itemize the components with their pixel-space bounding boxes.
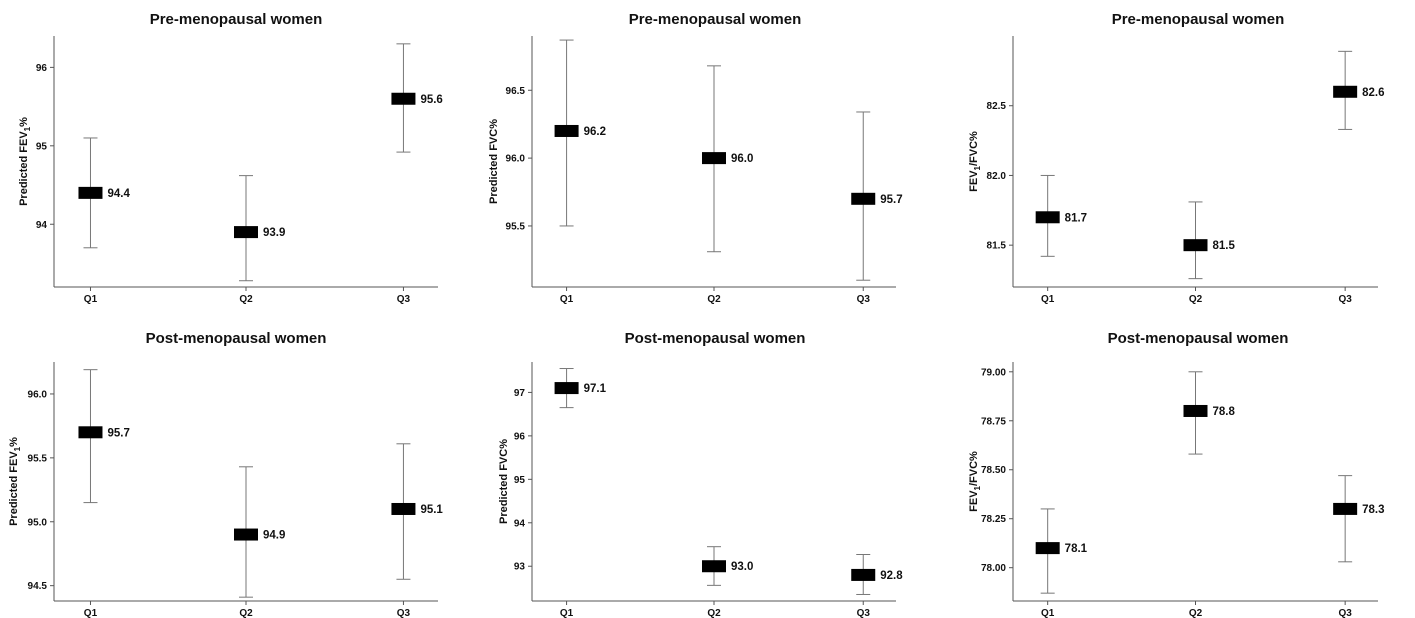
y-axis-label: FEV1/FVC% (968, 131, 982, 192)
y-tick-label: 96 (514, 431, 526, 442)
y-tick-label: 82.0 (987, 171, 1007, 182)
data-label: 95.7 (880, 194, 902, 206)
x-tick-label: Q1 (560, 608, 574, 618)
data-label: 92.8 (880, 570, 903, 582)
chart-panel-2: Pre-menopausal women 95.5 96.0 96.5 Predicte… (488, 11, 903, 305)
y-axis-label: Predicted FEV1% (8, 437, 22, 526)
x-tick-label: Q1 (1041, 608, 1055, 618)
y-tick-label: 96 (36, 63, 48, 74)
point-marker (234, 226, 258, 239)
point-marker (1183, 239, 1208, 252)
y-tick-label: 81.5 (987, 241, 1007, 252)
point-marker (78, 426, 103, 439)
y-tick-label: 94 (36, 220, 48, 231)
y-tick-label: 78.00 (981, 563, 1006, 574)
point-marker (391, 502, 416, 515)
y-axis-label: Predicted FVC% (498, 439, 510, 524)
x-tick-label: Q1 (560, 294, 574, 305)
y-tick-label: 78.25 (981, 514, 1006, 525)
chart-panel-4: Post-menopausal women 94.5 95.0 95.5 96.0 Pre… (8, 330, 443, 618)
point-marker (234, 528, 258, 541)
data-label: 96.0 (731, 153, 753, 165)
y-tick-label: 95 (514, 475, 526, 486)
data-label: 78.3 (1362, 504, 1384, 516)
point-marker (554, 382, 579, 395)
chart-title: Pre-menopausal women (629, 11, 802, 28)
x-tick-label: Q1 (84, 608, 98, 618)
y-tick-label: 95.0 (28, 517, 48, 528)
data-label: 95.7 (107, 427, 129, 439)
x-tick-label: Q2 (239, 294, 253, 305)
point-marker (1333, 502, 1358, 515)
y-tick-label: 82.5 (987, 101, 1007, 112)
x-tick-label: Q2 (1189, 294, 1203, 305)
point-marker (1183, 404, 1208, 417)
data-label: 96.2 (584, 126, 606, 138)
y-axis-label: FEV1/FVC% (968, 451, 982, 512)
data-label: 81.5 (1213, 240, 1236, 252)
x-tick-label: Q2 (707, 608, 721, 618)
y-tick-label: 94.5 (28, 581, 48, 592)
y-tick-label: 94 (514, 518, 526, 529)
data-label: 94.9 (263, 530, 285, 542)
chart-panel-1: Pre-menopausal women 94 95 96 Predicted FEV1… (18, 11, 443, 305)
y-tick-label: 97 (514, 388, 526, 399)
data-label: 93.0 (731, 561, 753, 573)
y-axis-label: Predicted FVC% (488, 119, 500, 204)
point-marker (851, 192, 876, 205)
x-tick-label: Q3 (397, 294, 411, 305)
data-label: 94.4 (107, 188, 130, 200)
y-tick-label: 95 (36, 141, 48, 152)
y-tick-label: 78.50 (981, 465, 1006, 476)
chart-panel-5: Post-menopausal women 93 94 95 96 97 Predicted… (498, 330, 903, 618)
point-marker (78, 186, 103, 199)
data-label: 81.7 (1065, 212, 1087, 224)
x-tick-label: Q3 (857, 294, 871, 305)
x-tick-label: Q2 (707, 294, 721, 305)
point-marker (702, 152, 726, 165)
chart-title: Post-menopausal women (146, 330, 327, 347)
chart-title: Pre-menopausal women (150, 11, 323, 28)
x-tick-label: Q2 (239, 608, 253, 618)
chart-panel-6: Post-menopausal women 78.00 78.25 78.50 78.7… (968, 330, 1385, 618)
x-tick-label: Q3 (1338, 294, 1352, 305)
y-tick-label: 93 (514, 562, 526, 573)
y-tick-label: 96.5 (506, 86, 526, 97)
data-label: 82.6 (1362, 87, 1384, 99)
data-label: 95.1 (420, 504, 443, 516)
point-marker (702, 560, 726, 573)
chart-title: Pre-menopausal women (1112, 11, 1285, 28)
x-tick-label: Q3 (397, 608, 411, 618)
y-tick-label: 95.5 (28, 453, 48, 464)
data-label: 78.8 (1213, 406, 1236, 418)
chart-title: Post-menopausal women (1108, 330, 1289, 347)
data-label: 97.1 (584, 383, 607, 395)
x-tick-label: Q1 (84, 294, 98, 305)
data-label: 78.1 (1065, 543, 1088, 555)
point-marker (851, 568, 876, 581)
x-tick-label: Q3 (857, 608, 871, 618)
x-tick-label: Q1 (1041, 294, 1055, 305)
point-marker (554, 124, 579, 137)
data-label: 93.9 (263, 227, 285, 239)
y-tick-label: 79.00 (981, 367, 1006, 378)
point-marker (1333, 85, 1358, 98)
x-tick-label: Q2 (1189, 608, 1203, 618)
y-tick-label: 96.0 (506, 154, 526, 165)
y-tick-label: 96.0 (28, 389, 48, 400)
y-axis-label: Predicted FEV1% (18, 117, 32, 206)
point-marker (391, 92, 416, 105)
point-marker (1035, 542, 1060, 555)
y-tick-label: 78.75 (981, 416, 1006, 427)
chart-title: Post-menopausal women (625, 330, 806, 347)
data-label: 95.6 (420, 94, 442, 106)
point-marker (1035, 211, 1060, 224)
y-tick-label: 95.5 (506, 221, 526, 232)
chart-panel-3: Pre-menopausal women 81.5 82.0 82.5 FEV1/FVC… (968, 11, 1385, 305)
x-tick-label: Q3 (1338, 608, 1352, 618)
